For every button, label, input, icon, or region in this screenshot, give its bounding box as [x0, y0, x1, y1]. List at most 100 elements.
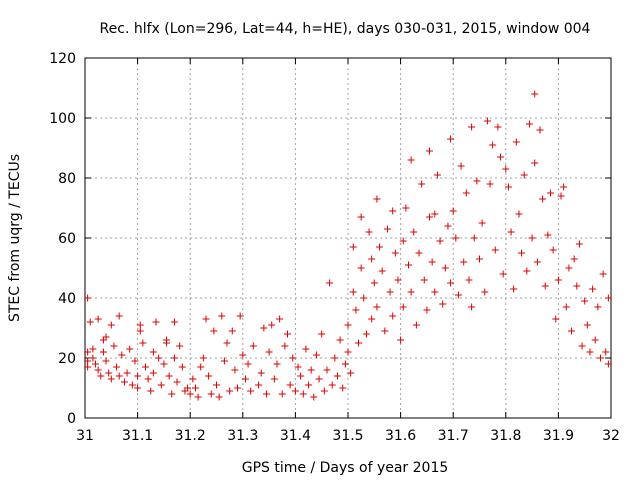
data-point — [173, 378, 181, 386]
data-point — [157, 381, 165, 389]
data-point — [333, 372, 341, 380]
data-point — [165, 372, 173, 380]
data-point — [155, 354, 163, 362]
data-point — [549, 246, 557, 254]
data-point — [428, 258, 436, 266]
data-point — [355, 339, 363, 347]
data-point — [297, 372, 305, 380]
data-point — [107, 321, 115, 329]
data-point — [168, 390, 176, 398]
data-point — [541, 282, 549, 290]
data-point — [320, 387, 328, 395]
data-point — [139, 339, 147, 347]
data-point — [360, 294, 368, 302]
data-point — [273, 360, 281, 368]
data-point — [197, 363, 205, 371]
data-point — [315, 375, 323, 383]
data-point — [105, 369, 113, 377]
data-point — [365, 228, 373, 236]
data-point — [189, 375, 197, 383]
data-point — [476, 255, 483, 263]
data-point — [99, 348, 107, 356]
data-point — [431, 288, 439, 296]
data-point — [302, 345, 310, 353]
data-point — [312, 351, 320, 359]
data-point — [305, 381, 313, 389]
data-point — [115, 372, 123, 380]
y-tick-label: 0 — [67, 411, 76, 427]
data-point — [415, 249, 423, 257]
data-point — [170, 354, 178, 362]
data-point — [84, 348, 92, 356]
data-point — [331, 354, 339, 362]
data-point — [186, 390, 194, 398]
data-point — [257, 369, 265, 377]
data-point — [599, 270, 607, 278]
data-point — [426, 147, 434, 155]
data-point — [299, 390, 307, 398]
data-point — [578, 342, 586, 350]
data-point — [231, 366, 239, 374]
data-point — [581, 297, 589, 305]
data-point — [199, 354, 207, 362]
data-point — [152, 318, 160, 326]
data-point — [107, 375, 115, 383]
data-point — [568, 327, 576, 335]
data-point — [523, 267, 531, 275]
data-point — [470, 234, 478, 242]
x-axis-label: GPS time / Days of year 2015 — [242, 460, 449, 476]
data-point — [544, 231, 552, 239]
x-tick-label: 31.2 — [175, 428, 206, 444]
data-point — [602, 348, 610, 356]
data-point — [149, 369, 157, 377]
data-point — [352, 306, 360, 314]
data-point — [278, 390, 286, 398]
data-point — [160, 360, 168, 368]
data-point — [447, 135, 455, 143]
data-point — [241, 375, 249, 383]
data-point — [234, 384, 242, 392]
data-point — [515, 210, 523, 218]
data-point — [465, 276, 473, 284]
data-point — [512, 138, 520, 146]
data-point — [284, 330, 292, 338]
data-point — [394, 276, 402, 284]
data-point — [86, 318, 94, 326]
x-tick-label: 31.6 — [385, 428, 416, 444]
data-point — [247, 387, 255, 395]
data-point — [457, 162, 465, 170]
data-point — [134, 384, 142, 392]
data-point — [502, 165, 510, 173]
data-point — [533, 258, 541, 266]
data-point — [412, 321, 420, 329]
data-point — [339, 384, 347, 392]
data-point — [468, 303, 476, 311]
data-point — [89, 354, 97, 362]
data-point — [347, 369, 355, 377]
data-point — [289, 354, 297, 362]
data-point — [520, 171, 528, 179]
data-point — [447, 279, 455, 287]
x-tick-label: 31.4 — [280, 428, 311, 444]
data-point — [397, 336, 405, 344]
data-point — [178, 363, 186, 371]
data-point — [591, 336, 599, 344]
data-point — [554, 276, 562, 284]
data-point — [604, 360, 612, 368]
data-point — [265, 348, 273, 356]
data-point — [294, 363, 302, 371]
data-point — [557, 192, 565, 200]
data-point — [478, 219, 486, 227]
data-point — [281, 342, 289, 350]
data-point — [441, 264, 449, 272]
data-point — [399, 237, 407, 245]
x-tick-label: 31 — [76, 428, 94, 444]
data-point — [123, 369, 131, 377]
data-point — [362, 330, 370, 338]
data-point — [449, 207, 457, 215]
data-point — [596, 354, 604, 362]
data-point — [381, 327, 389, 335]
data-point — [491, 246, 499, 254]
data-point — [349, 243, 357, 251]
